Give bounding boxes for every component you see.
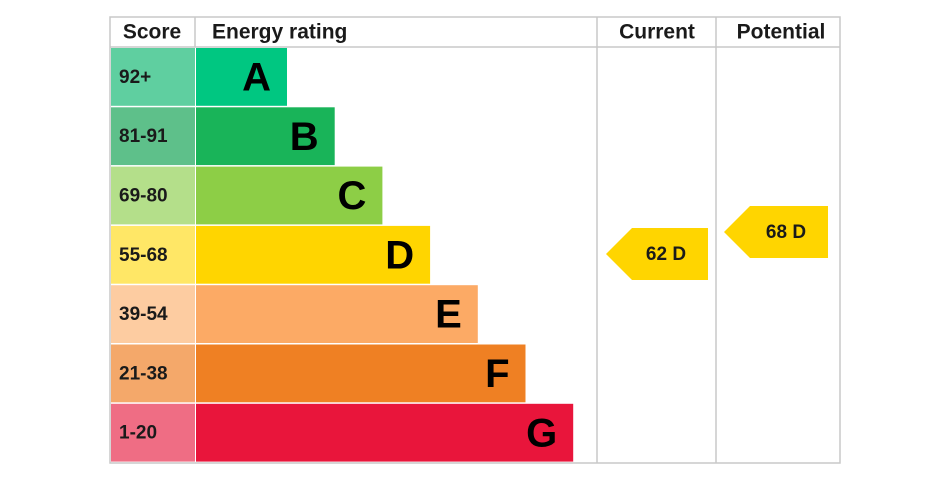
- rating-bar: [196, 225, 431, 284]
- score-cell: [111, 107, 195, 166]
- rating-letter: E: [435, 293, 462, 337]
- rating-letter: C: [338, 174, 367, 218]
- rating-bar: [196, 107, 335, 166]
- potential-label: 68 D: [766, 222, 806, 243]
- score-range: 55-68: [119, 245, 168, 266]
- rating-letter: D: [385, 233, 414, 277]
- score-range: 21-38: [119, 363, 168, 384]
- score-range: 92+: [119, 67, 151, 88]
- rating-letter: B: [290, 115, 319, 159]
- score-cell: [111, 166, 195, 225]
- header-score: Score: [123, 21, 181, 44]
- rating-letter: F: [485, 352, 509, 396]
- rating-bar: [196, 285, 478, 343]
- score-range: 1-20: [119, 423, 157, 444]
- rating-bar: [196, 344, 526, 403]
- rating-bar: [196, 166, 383, 225]
- rating-bar: [196, 403, 574, 462]
- current-arrow: [606, 228, 708, 280]
- score-range: 69-80: [119, 186, 168, 207]
- rating-letter: A: [242, 55, 271, 99]
- score-cell: [111, 48, 195, 106]
- score-cell: [111, 344, 195, 403]
- score-cell: [111, 225, 195, 284]
- score-cell: [111, 403, 195, 462]
- rating-letter: G: [526, 411, 557, 455]
- score-range: 39-54: [119, 304, 168, 325]
- grid: [109, 16, 841, 464]
- score-range: 81-91: [119, 126, 168, 147]
- header-rating: Energy rating: [212, 21, 347, 44]
- score-cell: [111, 285, 195, 343]
- current-label: 62 D: [646, 244, 686, 265]
- rating-bar: [196, 48, 287, 106]
- header-potential: Potential: [737, 21, 826, 44]
- header-current: Current: [619, 21, 695, 44]
- potential-arrow: [724, 206, 828, 258]
